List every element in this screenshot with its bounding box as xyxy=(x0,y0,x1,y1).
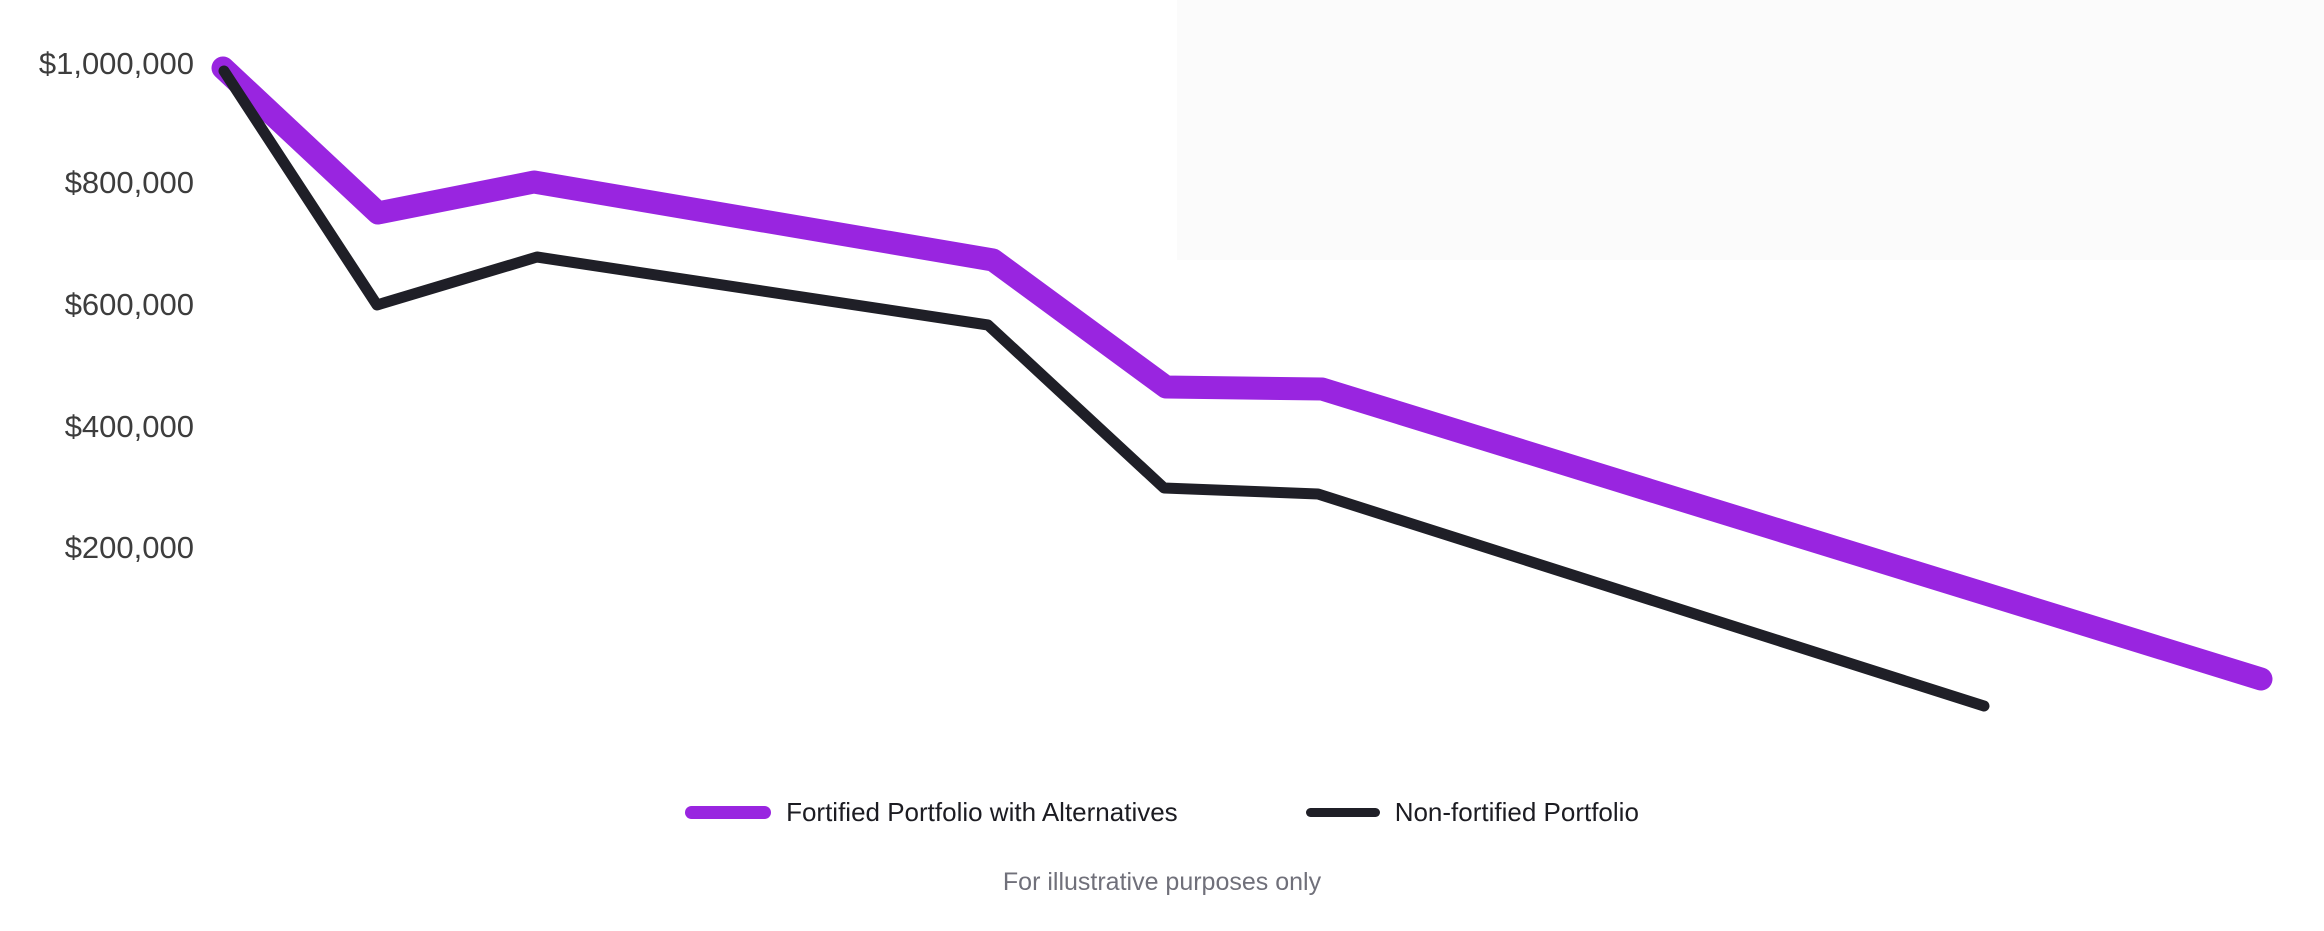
y-axis-tick-label: $600,000 xyxy=(64,287,194,322)
fortified-portfolio-line[interactable] xyxy=(211,56,2273,691)
y-axis-tick-label: $1,000,000 xyxy=(38,46,194,81)
legend-item-fortified[interactable]: Fortified Portfolio with Alternatives xyxy=(685,796,1178,828)
non-fortified-portfolio-line[interactable] xyxy=(218,65,1990,712)
legend-label: Fortified Portfolio with Alternatives xyxy=(786,797,1178,827)
y-axis-tick-label: $200,000 xyxy=(64,530,194,565)
disclaimer-caption: For illustrative purposes only xyxy=(1002,868,1322,896)
y-axis-tick-label: $800,000 xyxy=(64,165,194,200)
y-axis-tick-label: $400,000 xyxy=(64,409,194,444)
non-fortified-series-swatch-icon xyxy=(1305,807,1380,817)
legend-label: Non-fortified Portfolio xyxy=(1394,797,1639,827)
legend-item-non-fortified[interactable]: Non-fortified Portfolio xyxy=(1305,796,1639,828)
chart-legend: Fortified Portfolio with Alternatives No… xyxy=(0,796,2324,828)
fortified-series-swatch-icon xyxy=(685,805,772,819)
